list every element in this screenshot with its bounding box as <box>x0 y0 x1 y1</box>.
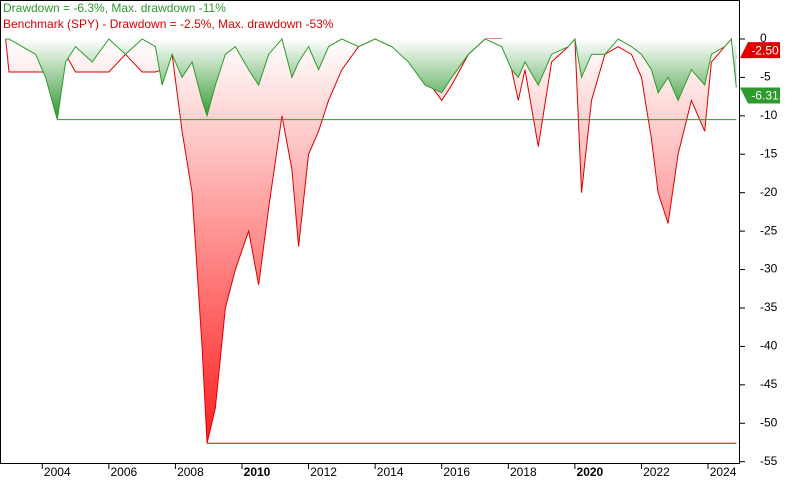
value-flag-label: -6.31 <box>751 89 779 103</box>
area-fill <box>5 38 737 120</box>
y-tick-label: -35 <box>760 300 778 314</box>
x-tick-label: 2020 <box>577 465 604 479</box>
y-tick-label: -10 <box>760 108 778 122</box>
x-tick-label: 2004 <box>44 465 71 479</box>
y-tick-label: -50 <box>760 415 778 429</box>
legend-entry: Benchmark (SPY) - Drawdown = -2.5%, Max.… <box>3 17 334 31</box>
x-tick-label: 2012 <box>310 465 337 479</box>
x-tick-label: 2018 <box>510 465 537 479</box>
value-flag <box>740 87 780 104</box>
y-tick-label: -40 <box>760 339 778 353</box>
y-tick-label: -55 <box>760 454 778 468</box>
y-tick-label: -45 <box>760 377 778 391</box>
y-tick-label: -30 <box>760 262 778 276</box>
x-tick-label: 2022 <box>643 465 670 479</box>
x-tick-label: 2014 <box>377 465 404 479</box>
x-tick-label: 2006 <box>111 465 138 479</box>
x-tick-label: 2008 <box>177 465 204 479</box>
y-tick-label: 0 <box>760 31 767 45</box>
value-flag-label: -2.50 <box>751 43 779 57</box>
x-tick-label: 2010 <box>244 465 271 479</box>
legend-entry: Drawdown = -6.3%, Max. drawdown -11% <box>3 1 226 15</box>
y-tick-label: -15 <box>760 146 778 160</box>
plot-layer <box>5 37 737 444</box>
y-tick-label: -20 <box>760 185 778 199</box>
drawdown-line <box>5 37 737 120</box>
x-tick-label: 2016 <box>443 465 470 479</box>
y-tick-label: -5 <box>760 70 771 84</box>
x-tick-label: 2024 <box>710 465 737 479</box>
value-flag <box>740 42 780 59</box>
area-fill <box>5 38 737 444</box>
plot-area <box>0 0 740 464</box>
y-tick-label: -25 <box>760 223 778 237</box>
